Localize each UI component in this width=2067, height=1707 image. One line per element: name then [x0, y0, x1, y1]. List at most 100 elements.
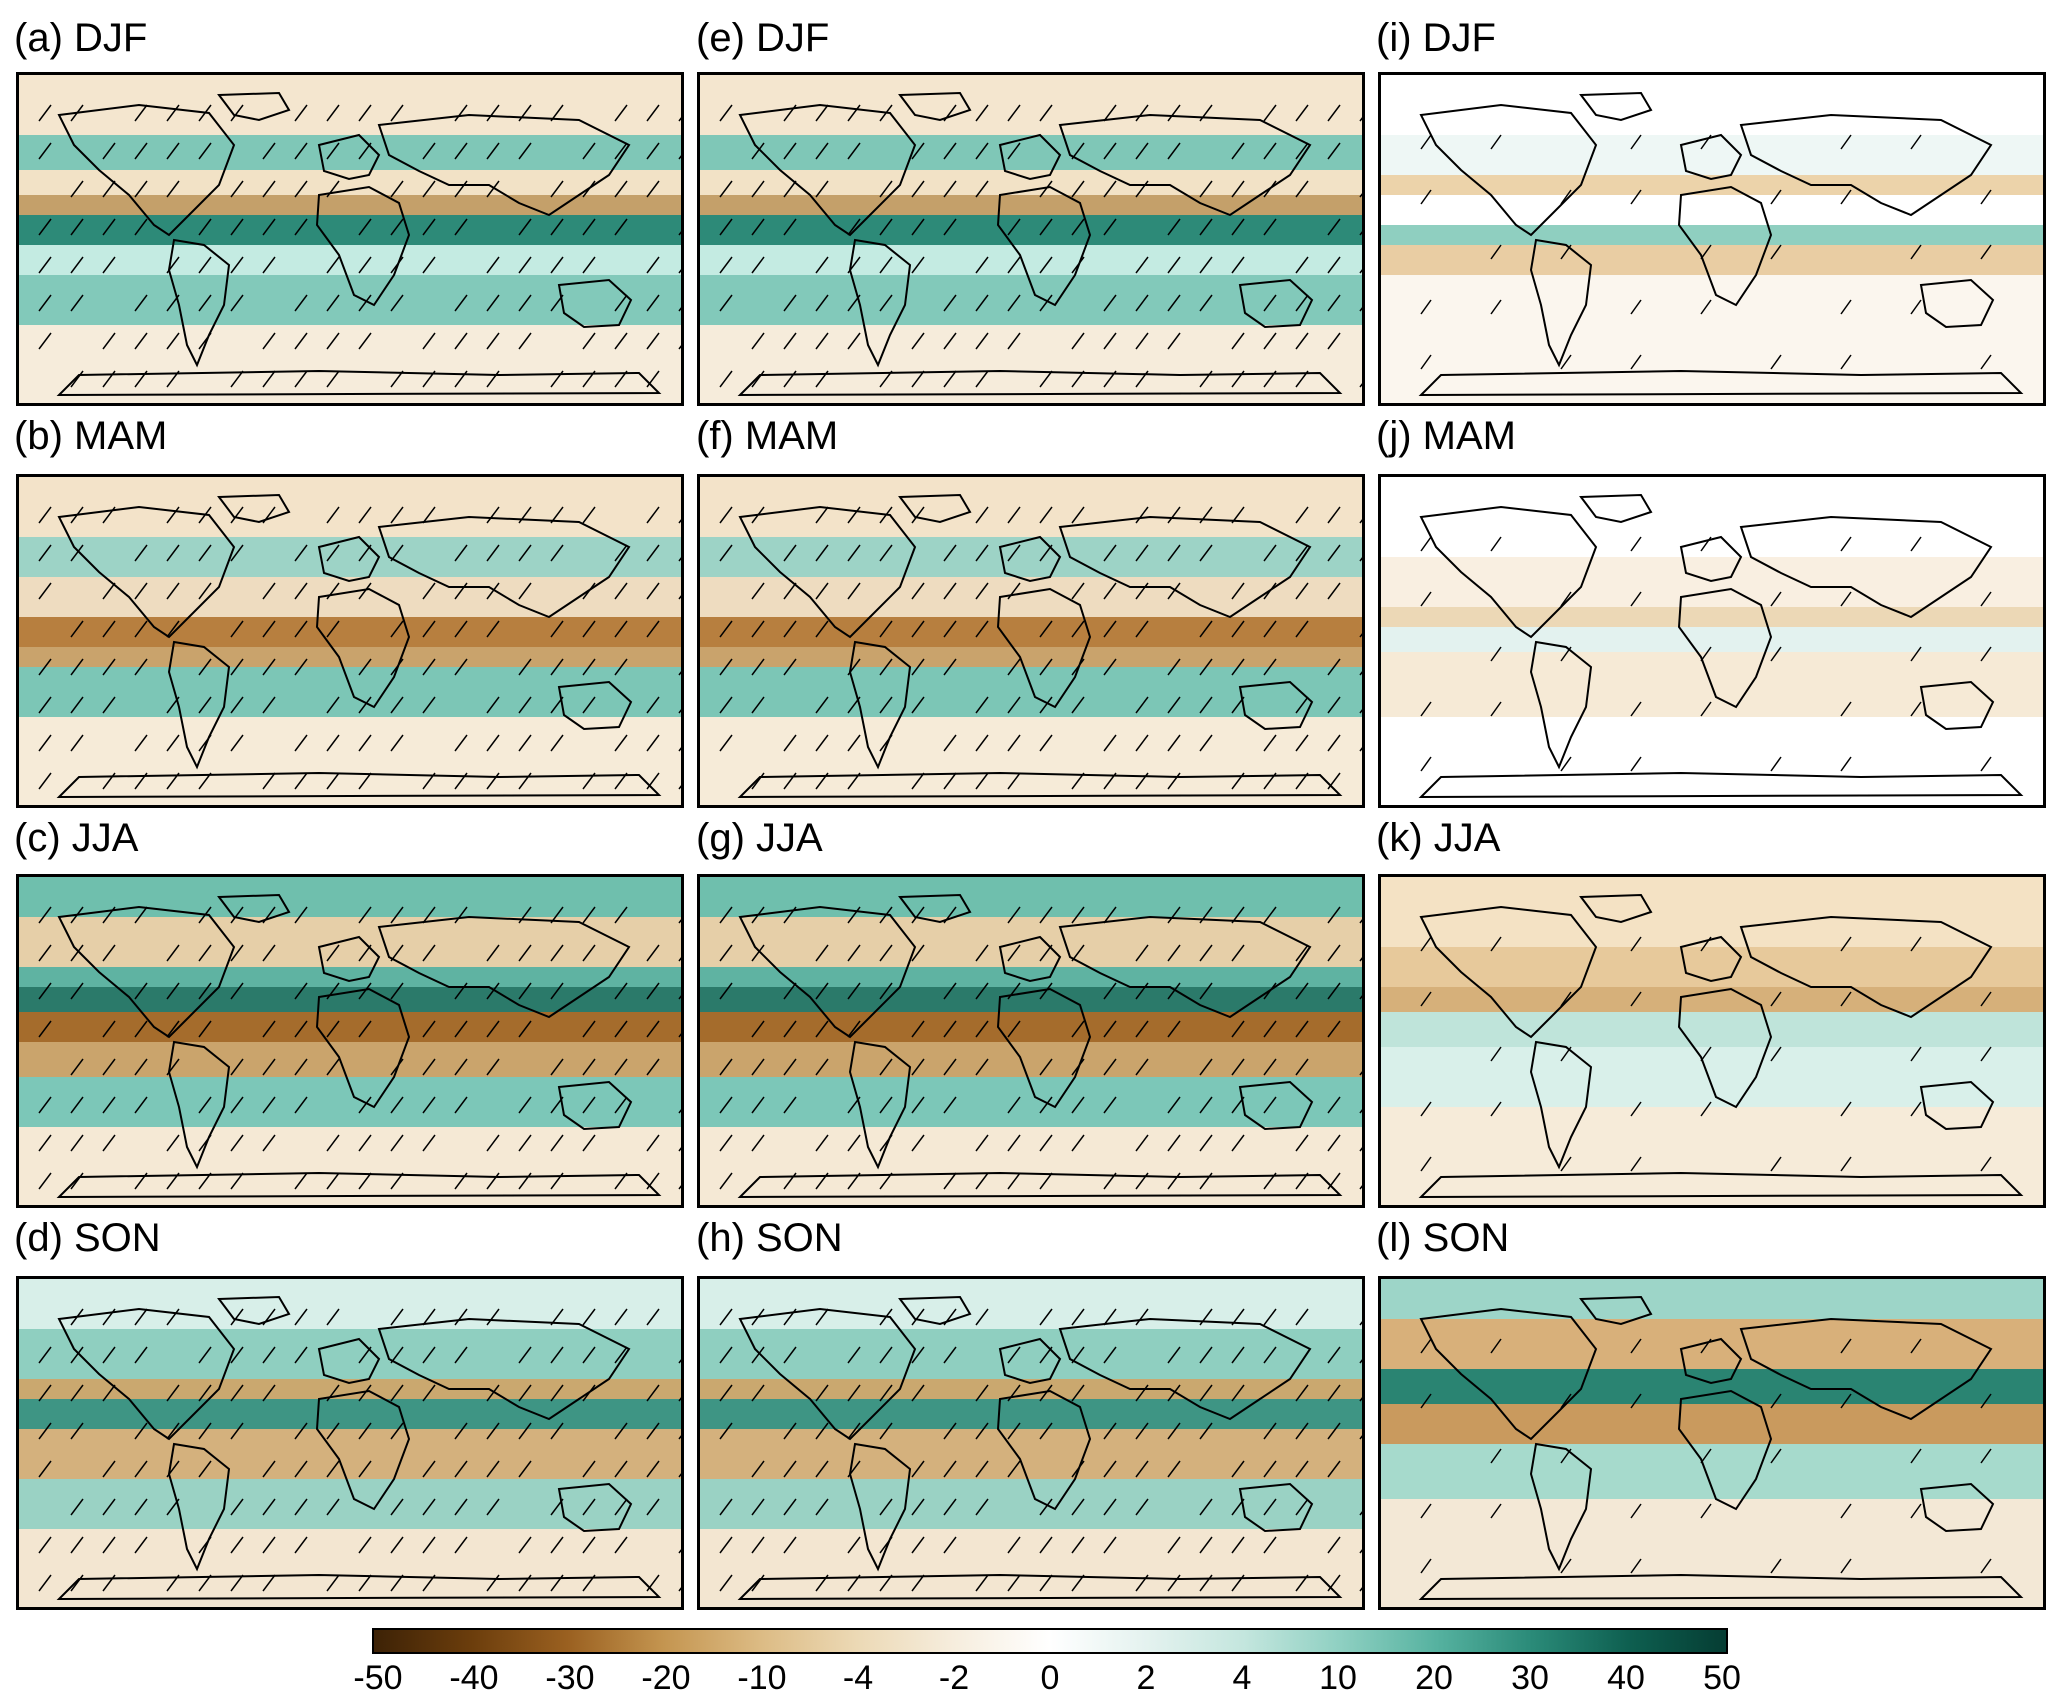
- significance-hatch: [70, 906, 84, 924]
- significance-hatch: [911, 1384, 925, 1402]
- anomaly-band: [700, 1012, 1362, 1042]
- significance-hatch: [1980, 1558, 1992, 1574]
- map-panel-g: [697, 874, 1365, 1208]
- significance-hatch: [294, 906, 308, 924]
- significance-hatch: [326, 772, 340, 790]
- significance-hatch: [1103, 294, 1117, 312]
- significance-hatch: [102, 582, 116, 600]
- significance-hatch: [1167, 1536, 1181, 1554]
- significance-hatch: [294, 1058, 308, 1076]
- significance-hatch: [1167, 734, 1181, 752]
- significance-hatch: [358, 1384, 372, 1402]
- coastline: [1238, 278, 1314, 329]
- significance-hatch: [783, 620, 797, 638]
- significance-hatch: [326, 696, 340, 714]
- anomaly-band: [1381, 245, 2043, 275]
- significance-hatch: [134, 294, 148, 312]
- significance-hatch: [582, 218, 596, 236]
- significance-hatch: [198, 734, 212, 752]
- panel-title-f: (f) MAM: [696, 414, 839, 458]
- significance-hatch: [166, 1422, 180, 1440]
- significance-hatch: [1327, 544, 1341, 562]
- anomaly-band: [700, 1127, 1362, 1205]
- significance-hatch: [358, 332, 372, 350]
- significance-hatch: [975, 142, 989, 160]
- map-l-graphic: [1381, 1279, 2043, 1607]
- significance-hatch: [70, 1498, 84, 1516]
- significance-hatch: [454, 370, 468, 388]
- panel-title-e: (e) DJF: [696, 16, 830, 60]
- coastline: [56, 1171, 662, 1199]
- significance-hatch: [911, 944, 925, 962]
- significance-hatch: [911, 582, 925, 600]
- significance-hatch: [751, 1460, 765, 1478]
- significance-hatch: [1039, 944, 1053, 962]
- significance-hatch: [1420, 991, 1432, 1007]
- significance-hatch: [582, 582, 596, 600]
- significance-hatch: [38, 982, 52, 1000]
- significance-hatch: [1910, 936, 1922, 952]
- significance-hatch: [422, 370, 436, 388]
- significance-hatch: [975, 1172, 989, 1190]
- anomaly-band: [700, 75, 1362, 135]
- significance-hatch: [230, 256, 244, 274]
- significance-hatch: [1263, 544, 1277, 562]
- significance-hatch: [1135, 772, 1149, 790]
- significance-hatch: [815, 944, 829, 962]
- significance-hatch: [1039, 1172, 1053, 1190]
- significance-hatch: [1420, 1156, 1432, 1172]
- significance-hatch: [38, 734, 52, 752]
- significance-hatch: [294, 180, 308, 198]
- significance-hatch: [815, 734, 829, 752]
- significance-hatch: [1199, 1384, 1213, 1402]
- significance-hatch: [1630, 536, 1642, 552]
- coastline: [848, 640, 912, 770]
- significance-hatch: [1420, 299, 1432, 315]
- significance-hatch: [518, 506, 532, 524]
- significance-hatch: [1630, 1558, 1642, 1574]
- significance-hatch: [1231, 1460, 1245, 1478]
- significance-hatch: [38, 1020, 52, 1038]
- significance-hatch: [1167, 1020, 1181, 1038]
- significance-hatch: [38, 1574, 52, 1592]
- significance-hatch: [1039, 506, 1053, 524]
- significance-hatch: [1039, 734, 1053, 752]
- significance-hatch: [943, 104, 957, 122]
- significance-hatch: [847, 506, 861, 524]
- coastline: [998, 1337, 1062, 1385]
- significance-hatch: [1103, 1058, 1117, 1076]
- significance-hatch: [102, 1384, 116, 1402]
- anomaly-band: [700, 1042, 1362, 1077]
- significance-hatch: [70, 1536, 84, 1554]
- significance-hatch: [1420, 1558, 1432, 1574]
- anomaly-band: [700, 1399, 1362, 1429]
- significance-hatch: [1167, 944, 1181, 962]
- significance-hatch: [38, 256, 52, 274]
- significance-hatch: [1167, 294, 1181, 312]
- significance-hatch: [294, 620, 308, 638]
- significance-hatch: [1199, 1422, 1213, 1440]
- anomaly-band: [19, 1127, 681, 1205]
- coastline: [1419, 905, 1598, 1039]
- anomaly-band: [1381, 225, 2043, 245]
- significance-hatch: [486, 1384, 500, 1402]
- coastline: [1739, 1317, 1993, 1421]
- coastline: [56, 771, 662, 799]
- panel-title-h: (h) SON: [696, 1216, 843, 1260]
- significance-hatch: [1167, 1574, 1181, 1592]
- significance-hatch: [1327, 772, 1341, 790]
- anomaly-band: [700, 717, 1362, 805]
- significance-hatch: [1295, 294, 1309, 312]
- significance-hatch: [326, 1574, 340, 1592]
- significance-hatch: [1630, 1393, 1642, 1409]
- significance-hatch: [390, 658, 404, 676]
- coastline: [1579, 91, 1653, 122]
- significance-hatch: [1560, 1393, 1572, 1409]
- significance-hatch: [486, 1134, 500, 1152]
- significance-hatch: [783, 370, 797, 388]
- significance-hatch: [550, 506, 564, 524]
- map-panel-k: [1378, 874, 2046, 1208]
- significance-hatch: [454, 734, 468, 752]
- significance-hatch: [1263, 332, 1277, 350]
- significance-hatch: [1103, 1460, 1117, 1478]
